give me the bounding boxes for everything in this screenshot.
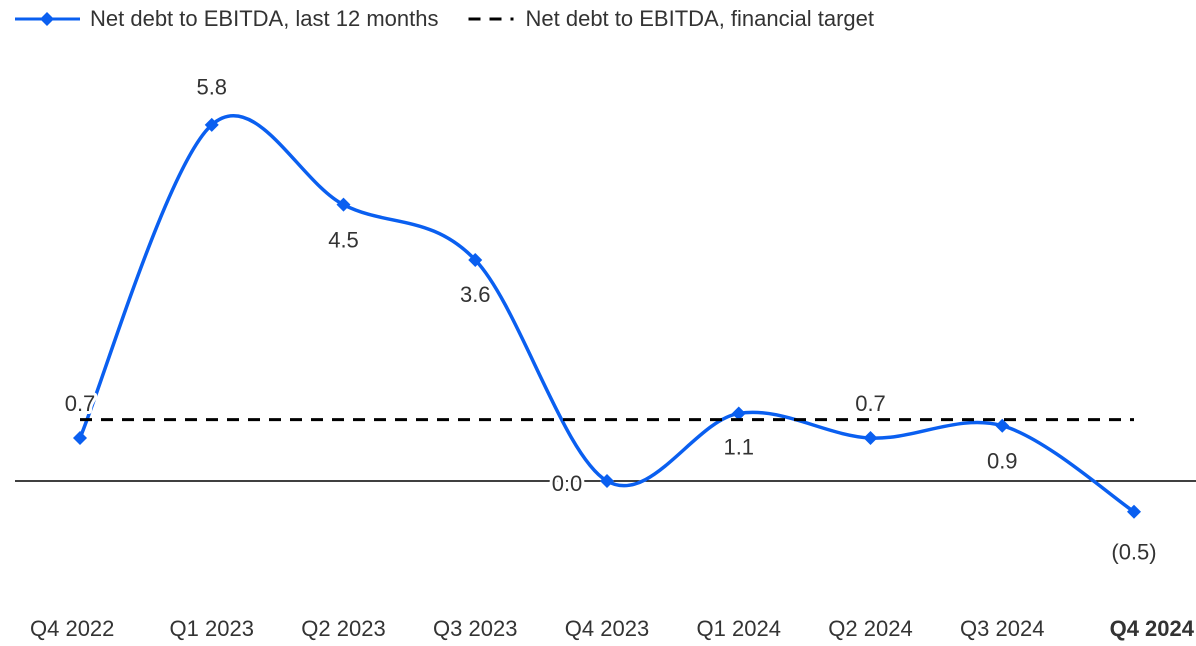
x-tick-label: Q3 2024 <box>960 616 1044 641</box>
point-marker <box>1127 504 1141 519</box>
data-label: 5.8 <box>196 75 227 100</box>
x-tick-label: Q1 2024 <box>697 616 781 641</box>
point-marker <box>995 418 1010 433</box>
point-marker <box>73 431 87 446</box>
data-label: 0.0 <box>552 471 583 496</box>
data-label: 0.7 <box>855 391 886 416</box>
point-marker <box>731 406 746 421</box>
x-tick-label: Q3 2023 <box>433 616 517 641</box>
legend-marker <box>40 12 54 26</box>
x-tick-label: Q4 2023 <box>565 616 649 641</box>
data-label: 0.9 <box>987 449 1018 474</box>
data-label: 3.6 <box>460 282 491 307</box>
x-tick-label: Q4 2024 <box>1110 616 1195 641</box>
x-tick-label: Q4 2022 <box>30 616 114 641</box>
legend-label: Net debt to EBITDA, financial target <box>526 6 875 31</box>
point-marker <box>336 197 351 212</box>
data-label: 4.5 <box>328 227 359 252</box>
point-marker <box>600 473 614 488</box>
x-tick-label: Q2 2023 <box>301 616 385 641</box>
series-line <box>78 114 1135 514</box>
x-tick-label: Q2 2024 <box>828 616 912 641</box>
x-tick-label: Q1 2023 <box>170 616 254 641</box>
data-label: 1.1 <box>723 434 754 459</box>
data-label: 0.7 <box>65 391 96 416</box>
data-label: (0.5) <box>1111 540 1156 565</box>
point-marker <box>468 252 483 267</box>
point-marker <box>863 431 878 446</box>
legend-label: Net debt to EBITDA, last 12 months <box>90 6 439 31</box>
point-marker <box>204 117 219 132</box>
